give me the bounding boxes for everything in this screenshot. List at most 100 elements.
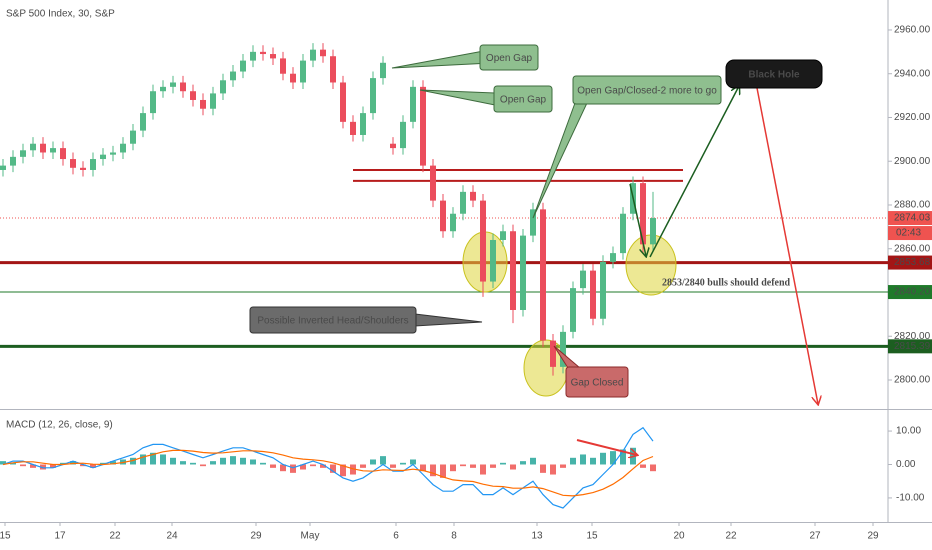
callout-text: Black Hole <box>748 70 800 81</box>
candle-body <box>530 209 536 236</box>
x-tick-label: 15 <box>586 531 598 542</box>
macd-histogram-bar <box>440 464 446 478</box>
macd-title: MACD (12, 26, close, 9) <box>6 420 113 431</box>
arrow <box>756 87 818 404</box>
macd-histogram-bar <box>240 457 246 465</box>
macd-histogram-bar <box>190 462 196 465</box>
candle-body <box>90 159 96 170</box>
candle-body <box>300 60 306 83</box>
macd-histogram-bar <box>140 454 146 465</box>
macd-histogram-bar <box>530 457 536 465</box>
macd-histogram-bar <box>600 452 606 465</box>
macd-histogram-bar <box>40 464 46 470</box>
y-tick-label: 2860.00 <box>894 243 931 254</box>
y-tick-label: 2880.00 <box>894 200 931 211</box>
macd-histogram-bar <box>590 457 596 465</box>
candle-body <box>500 231 506 240</box>
candle-body <box>390 143 396 149</box>
macd-histogram-bar <box>130 457 136 465</box>
candle-body <box>160 86 166 92</box>
macd-histogram-bar <box>510 464 516 470</box>
candle-body <box>480 200 486 282</box>
candle-body <box>40 143 46 153</box>
candle-body <box>270 54 276 59</box>
candle-body <box>560 331 566 367</box>
candle-body <box>80 167 86 170</box>
arrow <box>576 439 637 455</box>
macd-histogram-bar <box>520 461 526 465</box>
candle-body <box>0 165 6 170</box>
candle-body <box>10 156 16 166</box>
macd-y-tick-label: 0.00 <box>896 459 916 470</box>
candle-body <box>430 165 436 201</box>
candle-body <box>320 49 326 57</box>
candle-body <box>570 288 576 332</box>
candle-body <box>170 82 176 87</box>
macd-histogram-bar <box>250 459 256 465</box>
macd-histogram-bar <box>480 464 486 475</box>
callout-box <box>479 44 539 71</box>
candle-body <box>470 191 476 201</box>
candle-body <box>490 239 496 282</box>
level-label: 2815.39 <box>894 341 931 352</box>
candle-body <box>70 159 76 168</box>
callout-box <box>493 85 553 113</box>
signal-line <box>2 449 654 497</box>
candle-body <box>370 78 376 114</box>
candle-body <box>120 143 126 153</box>
candle-body <box>450 213 456 232</box>
macd-histogram-bar <box>430 464 436 477</box>
macd-histogram-bar <box>370 459 376 465</box>
candle-body <box>290 73 296 83</box>
candle-body <box>580 270 586 289</box>
macd-histogram-bar <box>500 462 506 465</box>
macd-histogram-bar <box>200 464 206 467</box>
macd-histogram-bar <box>80 464 86 467</box>
candle-body <box>200 99 206 109</box>
x-tick-label: 13 <box>531 531 543 542</box>
candle-body <box>100 154 106 160</box>
x-tick-label: 22 <box>725 531 737 542</box>
x-tick-label: 6 <box>393 531 399 542</box>
macd-histogram-bar <box>650 464 656 472</box>
macd-histogram-bar <box>280 464 286 472</box>
candle-body <box>520 235 526 310</box>
macd-histogram-bar <box>580 454 586 465</box>
candle-body <box>610 253 616 262</box>
candle-body <box>540 209 546 341</box>
macd-histogram-bar <box>270 464 276 468</box>
candle-body <box>180 82 186 92</box>
callout-box <box>565 366 629 398</box>
macd-histogram-bar <box>300 464 306 470</box>
candle-body <box>590 270 596 319</box>
candle-body <box>60 148 66 160</box>
macd-histogram-bar <box>540 464 546 473</box>
macd-histogram-bar <box>470 464 476 468</box>
callout-text: Possible Inverted Head/Shoulders <box>257 316 408 327</box>
macd-histogram-bar <box>630 447 636 465</box>
macd-histogram-bar <box>610 451 616 465</box>
candle-body <box>650 218 656 245</box>
macd-histogram-bar <box>20 464 26 467</box>
candle-body <box>440 200 446 232</box>
candle-body <box>150 91 156 114</box>
x-tick-label: 15 <box>0 531 11 542</box>
candle-body <box>220 80 226 94</box>
macd-line <box>2 426 654 509</box>
macd-histogram-bar <box>50 464 56 468</box>
macd-histogram-bar <box>110 461 116 465</box>
x-tick-label: 17 <box>54 531 66 542</box>
candle-body <box>400 121 406 149</box>
macd-histogram-bar <box>0 461 6 465</box>
candle-body <box>510 231 516 310</box>
callout-box <box>249 306 417 334</box>
x-tick-label: May <box>301 531 320 542</box>
arrow <box>649 86 739 258</box>
macd-histogram-bar <box>60 462 66 465</box>
macd-histogram-bar <box>30 464 36 468</box>
candle-body <box>410 86 416 122</box>
macd-histogram-bar <box>90 464 96 468</box>
macd-histogram-bar <box>150 452 156 465</box>
callout-text: Open Gap <box>500 95 547 106</box>
